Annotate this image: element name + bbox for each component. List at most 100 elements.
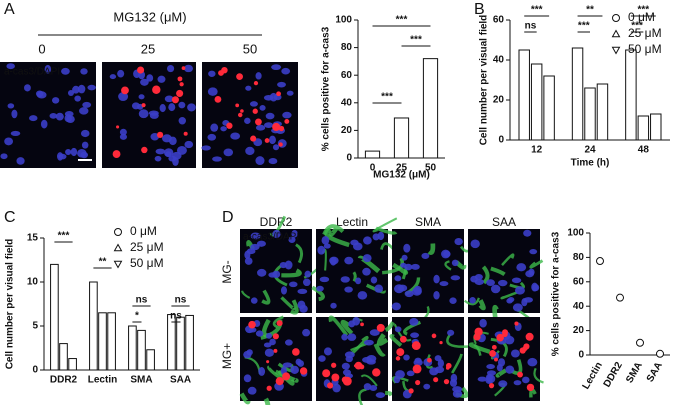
fiber [446,333,470,348]
fiber [263,397,271,405]
nucleus [527,357,538,367]
nucleus [341,362,350,370]
fiber [311,285,325,302]
fiber [384,321,395,333]
nucleus [164,148,174,158]
nucleus [138,109,149,119]
signal [408,388,414,394]
nucleus [0,153,8,160]
fiber [272,315,284,329]
y-tick-label: 0 [578,350,584,361]
nucleus [523,229,532,237]
y-tick-label: 20 [573,325,585,336]
bar [137,329,146,371]
x-tick-label: SMA [624,360,645,385]
signal [282,372,291,381]
signal [439,341,443,345]
nucleus [323,243,331,249]
nucleus [263,342,272,348]
legend-label: 0 μM [628,10,655,24]
bar [625,49,637,141]
signal [235,103,240,108]
nucleus [410,332,420,338]
bar [596,83,609,141]
row-label: MG- [220,260,234,283]
nucleus [201,145,211,151]
nucleus [109,74,117,80]
bar [59,343,68,371]
nucleus [352,316,361,326]
nucleus [516,263,527,272]
stain-label: a-cas3/DAPI [4,67,60,78]
significance-label: ns [525,21,537,32]
nucleus [244,257,253,265]
signal [116,125,120,129]
signal [255,118,262,126]
signal [514,321,519,326]
fiber [389,334,403,348]
signal [176,89,184,97]
nucleus [49,112,58,119]
nucleus [269,338,276,346]
fiber [340,319,354,335]
signal [250,135,257,142]
nucleus [157,75,166,83]
nucleus [319,276,330,283]
nucleus [281,67,291,75]
nucleus [70,147,78,157]
nucleus [172,157,179,166]
dot [596,257,604,266]
nucleus [375,392,386,399]
nucleus [529,248,538,255]
nucleus [168,103,176,112]
signal [292,348,300,356]
y-tick-label: 0 [32,365,38,376]
nucleus [10,130,21,136]
nucleus [297,288,308,295]
x-tick-label: Lectin [88,375,117,386]
nucleus [374,284,384,293]
column-label: SMA [415,215,441,229]
legend-marker [611,29,621,38]
nucleus [223,148,234,157]
dot [616,293,624,302]
nucleus [184,140,194,149]
nucleus [280,286,287,295]
signal [272,333,279,340]
nucleus [295,358,302,366]
y-tick-label: 100 [567,228,584,239]
column-label: 25 [141,41,155,56]
nucleus [302,328,311,337]
nucleus [433,291,440,300]
nucleus [82,101,92,108]
signal [218,70,224,76]
nucleus [412,287,422,296]
y-tick-label: 0 [346,153,352,164]
nucleus [470,239,480,249]
nucleus [451,259,459,267]
nucleus [511,277,522,284]
bar [176,316,185,371]
nucleus [178,101,186,109]
nucleus [332,383,341,393]
nucleus [330,302,337,309]
signal [360,322,364,327]
nucleus [57,152,64,161]
dot [636,338,644,347]
nucleus [265,332,272,339]
signal [171,96,179,104]
fiber [468,342,491,354]
signal [526,383,535,392]
y-tick-label: 20 [493,95,505,106]
signal [411,341,421,351]
fiber [376,333,389,346]
fiber [427,243,436,255]
nucleus [403,243,411,253]
y-axis-title: Cell number per visual field [5,239,16,370]
nucleus [403,354,410,361]
nucleus [44,64,52,74]
x-tick-label: 50 [425,163,437,174]
y-tick-label: 40 [573,301,585,312]
column-label: 0 [38,41,45,56]
nucleus [183,64,193,73]
